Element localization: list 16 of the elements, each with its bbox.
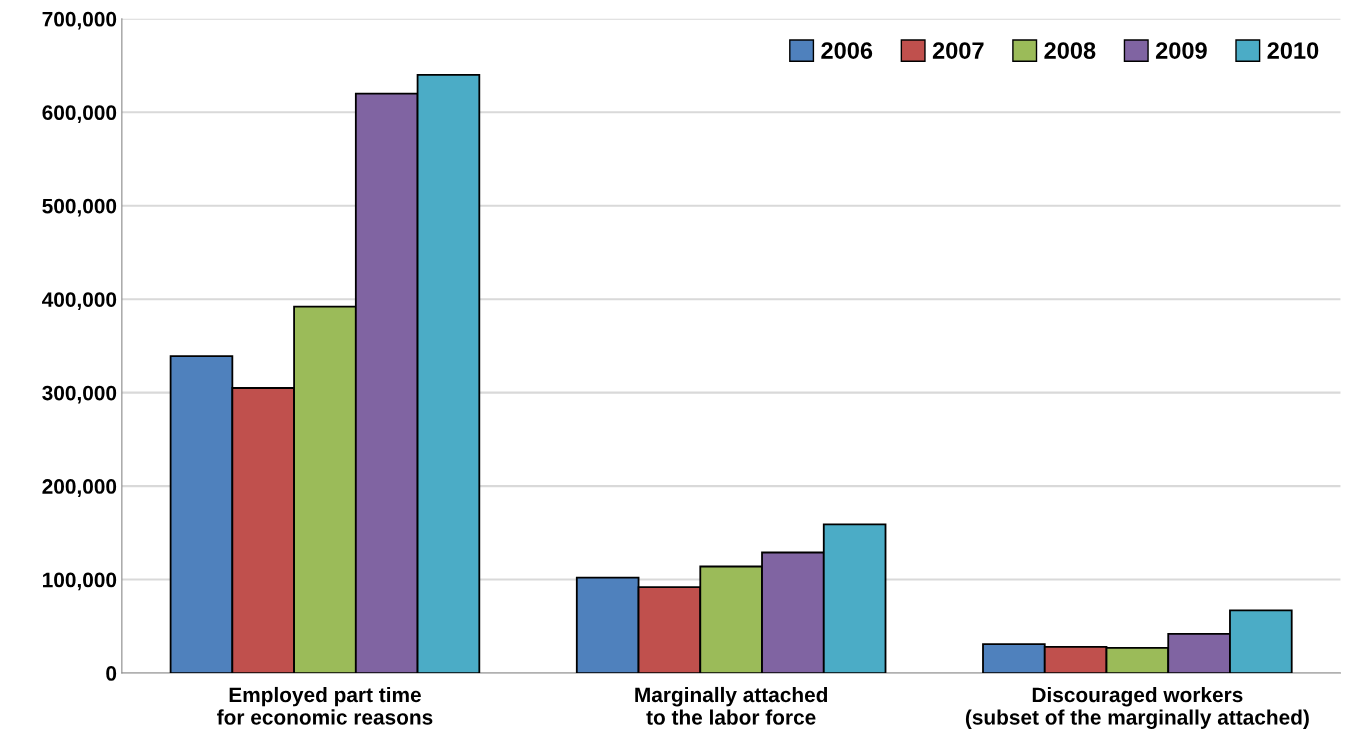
y-tick-label: 400,000	[42, 292, 117, 310]
legend-label: 2008	[1044, 42, 1096, 59]
legend-label: 2009	[1155, 42, 1207, 59]
legend-label: 2010	[1267, 42, 1319, 59]
y-tick-label: 200,000	[42, 479, 117, 497]
x-tick-label: Employed part time for economic reasons	[217, 686, 433, 725]
x-tick-label: Discouraged workers (subset of the marginally attached)	[965, 686, 1309, 729]
y-tick-label: 0	[106, 666, 117, 681]
y-tick-label: 700,000	[42, 11, 117, 30]
x-tick-label: Marginally attached to the labor force	[635, 686, 828, 725]
legend-label: 2006	[821, 42, 873, 59]
y-tick-label: 500,000	[42, 198, 117, 217]
legend-label: 2007	[932, 42, 984, 59]
y-tick-label: 600,000	[42, 105, 117, 124]
y-tick-label: 300,000	[42, 385, 117, 404]
y-tick-label: 100,000	[43, 572, 117, 591]
